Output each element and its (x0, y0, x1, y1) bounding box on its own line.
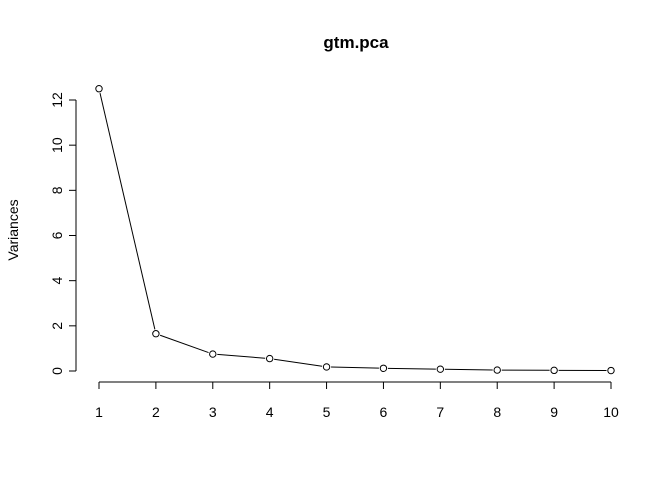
x-tick-label: 9 (550, 404, 558, 420)
x-tick-label: 10 (603, 404, 619, 420)
series-segment (444, 368, 493, 371)
y-tick-label: 8 (49, 186, 65, 194)
series-segment (159, 334, 209, 354)
data-point (322, 363, 331, 371)
y-tick-label: 12 (49, 92, 65, 108)
y-tick-label: 10 (49, 137, 65, 153)
y-tick-label: 0 (49, 367, 65, 375)
y-tick-label: 6 (49, 231, 65, 239)
x-axis: 1 2 3 4 5 6 7 8 9 10 (95, 381, 619, 420)
data-point (209, 350, 217, 358)
x-tick-label: 3 (209, 404, 217, 420)
series-segment (331, 366, 379, 369)
x-tick-label: 5 (323, 404, 331, 420)
series-segment (274, 358, 323, 367)
series-line (99, 92, 607, 372)
x-tick-label: 6 (380, 404, 388, 420)
series-segment (387, 367, 436, 370)
y-axis: 0 2 4 6 8 10 12 (49, 92, 77, 375)
x-tick-label: 1 (95, 404, 103, 420)
x-tick-label: 8 (493, 404, 501, 420)
y-axis-label: Variances (5, 199, 21, 260)
y-tick-label: 2 (49, 322, 65, 330)
x-tick-label: 2 (152, 404, 160, 420)
data-point (607, 366, 615, 375)
series-segment (217, 353, 266, 359)
data-point (152, 330, 160, 338)
data-point (436, 365, 445, 373)
chart-title: gtm.pca (323, 33, 389, 52)
data-point (550, 366, 558, 375)
series-segment (99, 92, 156, 330)
data-point (379, 364, 388, 372)
data-point (265, 354, 274, 363)
data-point (95, 85, 103, 93)
y-tick-label: 4 (49, 277, 65, 285)
x-tick-label: 7 (436, 404, 444, 420)
x-tick-label: 4 (266, 404, 274, 420)
data-point (493, 366, 501, 374)
data-points (95, 85, 615, 375)
